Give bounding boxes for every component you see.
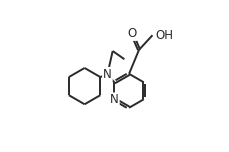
Text: N: N xyxy=(110,93,119,106)
Text: O: O xyxy=(127,27,137,40)
Text: OH: OH xyxy=(155,29,173,42)
Text: N: N xyxy=(103,68,112,81)
